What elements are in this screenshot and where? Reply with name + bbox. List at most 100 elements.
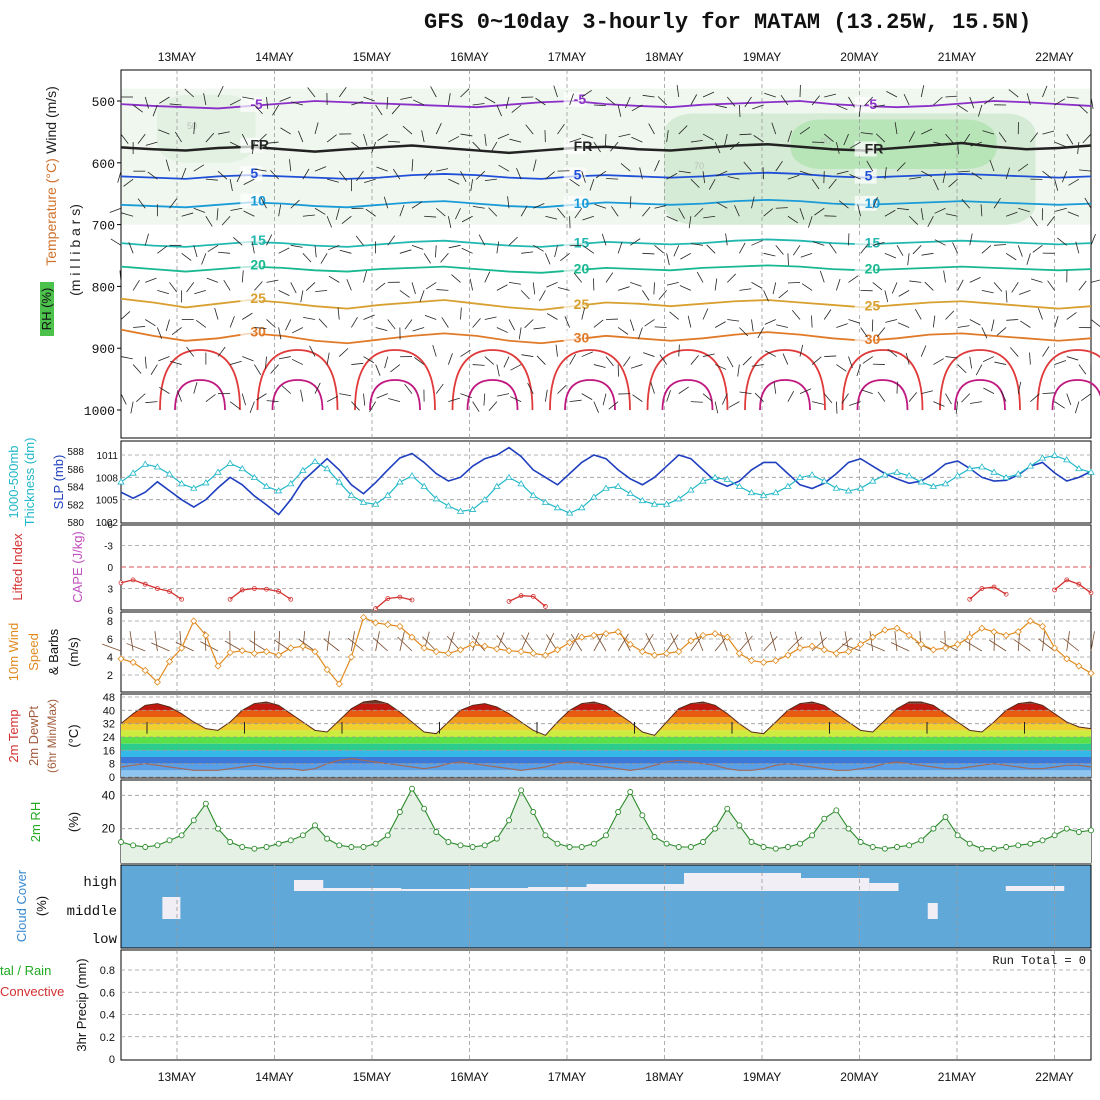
wind-barb xyxy=(132,280,140,291)
wind-barb xyxy=(714,278,718,291)
wind-barb xyxy=(927,216,934,228)
wind-barb xyxy=(581,351,593,357)
wind-barb xyxy=(594,203,607,209)
wind-barb xyxy=(272,104,279,116)
wind-barb xyxy=(921,390,933,395)
wind-barb xyxy=(169,198,178,209)
wind-barb xyxy=(307,87,316,98)
wind-barb xyxy=(364,178,376,184)
wind-barb xyxy=(957,364,967,374)
wind-barb xyxy=(338,348,349,357)
wind-barb xyxy=(654,205,667,209)
isotherm-40-arc xyxy=(759,379,811,411)
wind-speed-point xyxy=(978,624,986,632)
wind-barb xyxy=(812,401,824,405)
wind-barb xyxy=(291,101,303,106)
wind-barb xyxy=(369,401,376,413)
wind-barb xyxy=(402,125,413,135)
rh-series-point xyxy=(797,840,803,847)
rh-series-point xyxy=(942,814,949,820)
wind-barb xyxy=(520,290,530,300)
bottom-day-label: 16MAY xyxy=(450,1070,488,1084)
wind-speed-point xyxy=(553,646,562,654)
wind-speed-point xyxy=(1026,617,1034,625)
rh-series-point xyxy=(760,844,767,850)
wind-barb xyxy=(472,103,485,106)
cloud-level-middle: middle xyxy=(67,904,117,920)
wind-barb xyxy=(421,130,425,143)
thickness-series-point xyxy=(953,472,962,479)
thickness-series-point xyxy=(396,478,404,485)
wind-speed-point xyxy=(287,644,295,652)
wind-barb xyxy=(618,133,631,138)
thickness-series-point xyxy=(456,507,465,514)
wind-speed-point xyxy=(250,649,258,657)
surface-wind-barb xyxy=(869,631,874,652)
wind-barb xyxy=(860,132,873,135)
wind-speed-point xyxy=(711,630,719,638)
wind-speed-point xyxy=(650,651,659,659)
wind-barb xyxy=(744,96,752,108)
thickness-ylabel-2: Thickness (dm) xyxy=(22,438,37,527)
wind-barb xyxy=(186,282,195,293)
wind-barb xyxy=(933,401,945,407)
wind-barb xyxy=(753,135,764,143)
wind-barb xyxy=(351,316,358,328)
wind-speed-point xyxy=(820,646,828,654)
top-day-label: 21MAY xyxy=(938,50,976,64)
li-tick-label: 6 xyxy=(107,606,113,617)
wind-barb xyxy=(472,364,485,366)
wind-barb xyxy=(302,168,310,180)
wind-barb xyxy=(787,282,801,284)
wind-barb xyxy=(650,382,655,394)
wind-barb xyxy=(251,241,255,254)
wind-barb xyxy=(666,130,669,143)
wind-barb xyxy=(1030,278,1043,283)
wind-barb xyxy=(545,215,558,220)
wind-speed-point xyxy=(299,642,307,650)
wind-barb xyxy=(1018,290,1031,295)
precip-legend-convective: Convective xyxy=(0,984,64,999)
wind-barb xyxy=(206,277,219,283)
wind-speed-point xyxy=(323,666,331,674)
wind-barb xyxy=(1054,141,1066,147)
wind-barb xyxy=(872,197,878,209)
wind-barb xyxy=(496,104,502,117)
wind-barb xyxy=(1005,167,1011,180)
temp-series-line xyxy=(120,699,1092,736)
top-day-label: 13MAY xyxy=(158,50,196,64)
wind-barb xyxy=(460,307,462,320)
wind-barb xyxy=(144,356,147,369)
thickness-series-point xyxy=(371,500,380,507)
wind-barb xyxy=(751,282,763,289)
cloud-panel-frame xyxy=(120,864,1092,949)
wind-barb xyxy=(1084,197,1092,209)
thickness-tick-label: 586 xyxy=(67,465,84,476)
wind-barb xyxy=(969,233,973,246)
wind-barb xyxy=(229,179,233,192)
wind-barb xyxy=(1042,130,1055,135)
high-cloud-bar xyxy=(294,880,324,891)
wind-speed-point xyxy=(469,640,477,648)
isotherm-35-arc xyxy=(256,349,339,411)
wind-barb xyxy=(1018,163,1029,172)
isotherm-label-bg xyxy=(563,195,586,211)
wind-speed-point xyxy=(178,644,186,652)
rh-series-point xyxy=(627,789,634,795)
wind-barb xyxy=(905,352,910,365)
wind-barb xyxy=(722,393,728,405)
temp-tick-label: 0 xyxy=(109,772,115,784)
wind-speed-point xyxy=(893,624,901,632)
wind-barb xyxy=(1026,93,1031,106)
wind-barb xyxy=(217,131,230,135)
surface-wind-barb xyxy=(695,632,704,652)
wind-barb xyxy=(680,252,692,260)
isotherm-label-bg xyxy=(563,297,586,313)
wind-barb xyxy=(256,393,267,401)
rh-series-point xyxy=(433,829,440,835)
surface-wind-barb xyxy=(670,632,680,652)
wind-barb xyxy=(411,159,414,172)
wind-barb xyxy=(315,290,328,293)
rh-series-point xyxy=(675,844,682,850)
upper-air-frame xyxy=(120,69,1092,439)
